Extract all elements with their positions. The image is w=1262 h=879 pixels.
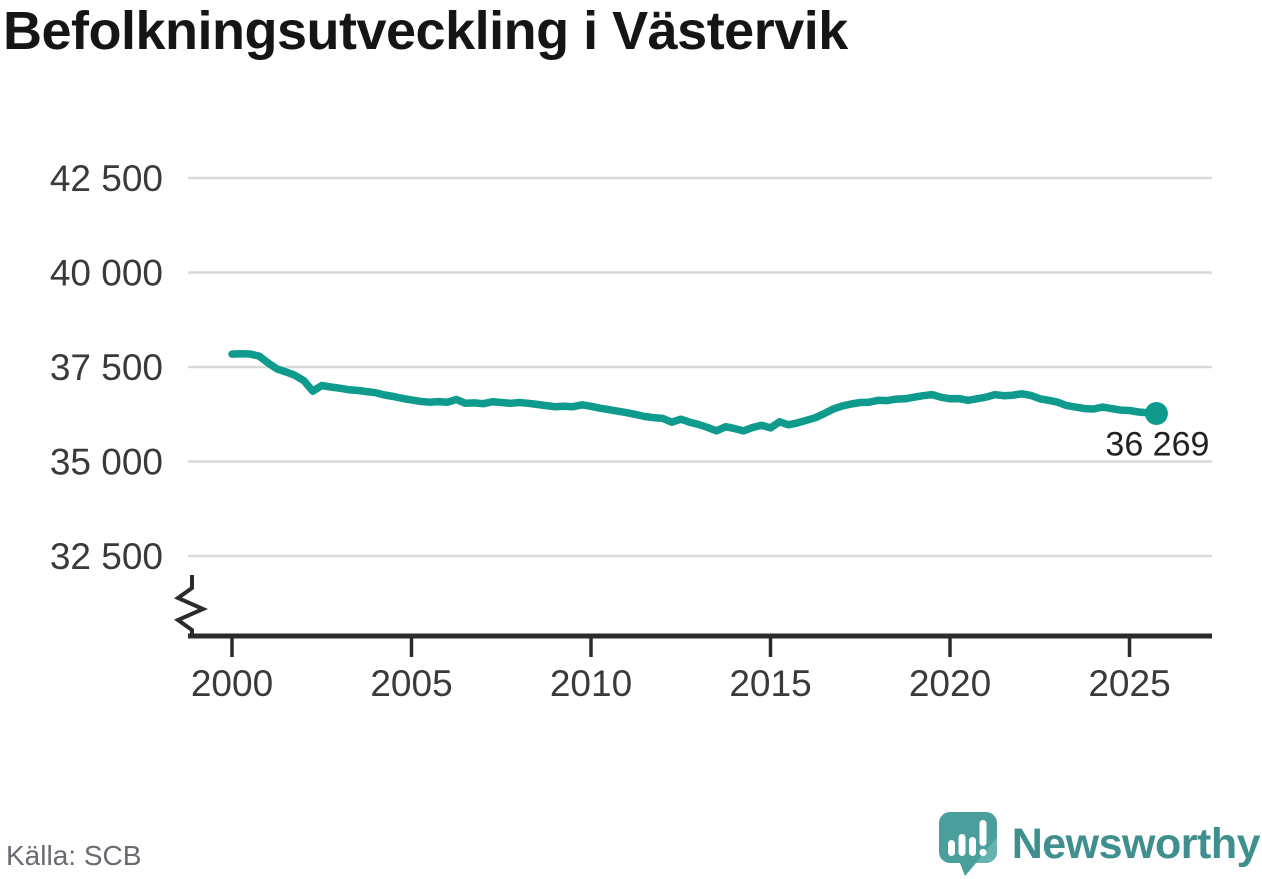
- latest-value-label: 36 269: [1105, 426, 1209, 464]
- population-line-chart: 32 500 35 000 37 500 40 000 42 500 36 269 2000…: [50, 158, 1212, 704]
- page-title: Befolkningsutveckling i Västervik: [3, 1, 848, 61]
- y-axis-labels: 32 500 35 000 37 500 40 000 42 500: [50, 158, 163, 577]
- source-caption: Källa: SCB: [6, 840, 142, 871]
- y-tick-label: 35 000: [50, 442, 163, 483]
- y-tick-label: 32 500: [50, 536, 163, 577]
- y-gridlines: [188, 176, 1212, 558]
- y-tick-label: 42 500: [50, 158, 163, 199]
- x-tick-label: 2005: [370, 663, 452, 704]
- newsworthy-logo-text: Newsworthy: [1011, 819, 1261, 868]
- x-tick-label: 2015: [729, 663, 811, 704]
- x-axis-ticks: [230, 638, 1132, 657]
- newsworthy-speech-bubble-bar-chart-icon: [938, 812, 997, 876]
- y-tick-label: 40 000: [50, 253, 163, 294]
- x-tick-label: 2010: [550, 663, 632, 704]
- y-tick-label: 37 500: [50, 347, 163, 388]
- x-tick-label: 2000: [191, 663, 273, 704]
- newsworthy-logo: Newsworthy: [937, 811, 1261, 877]
- x-axis-labels: 2000 2005 2010 2015 2020 2025: [191, 663, 1171, 704]
- axis-break-icon: [173, 575, 208, 636]
- x-tick-label: 2020: [909, 663, 991, 704]
- population-line: [228, 350, 1161, 435]
- latest-point-marker: [1144, 402, 1168, 426]
- x-tick-label: 2025: [1088, 663, 1170, 704]
